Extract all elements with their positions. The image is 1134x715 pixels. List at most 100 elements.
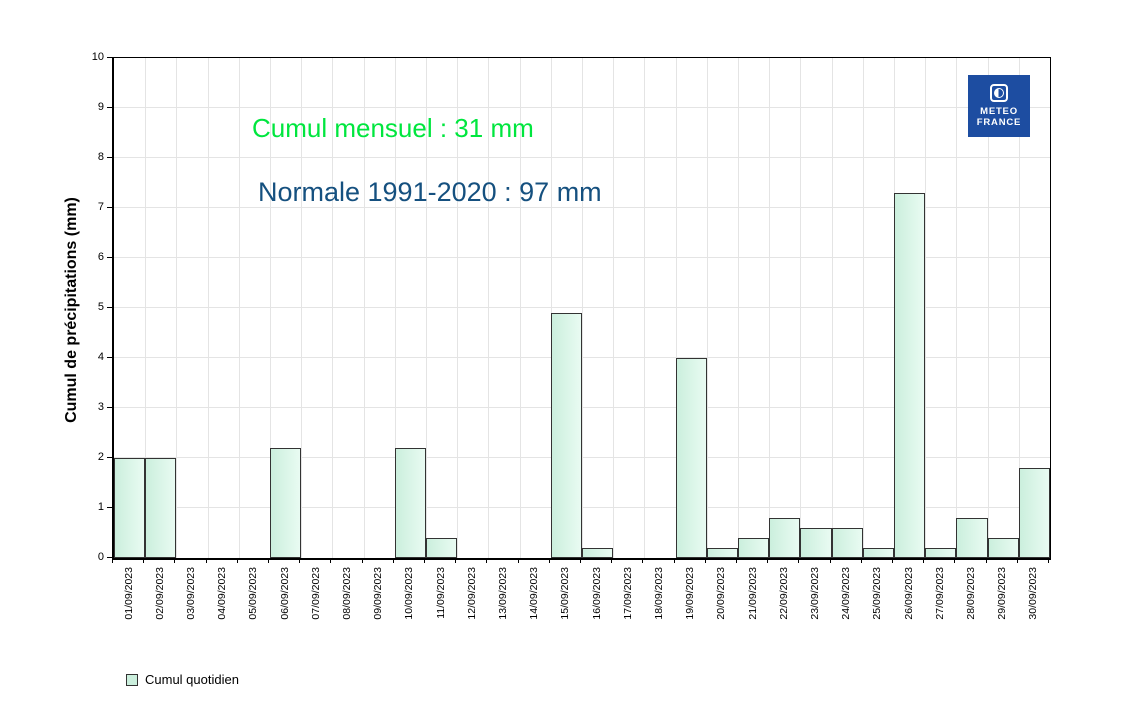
x-tick-mark <box>205 559 207 563</box>
y-tick-label: 10 <box>91 51 104 63</box>
x-tick-label: 19/09/2023 <box>684 567 697 620</box>
v-gridline <box>582 58 583 558</box>
y-tick-label: 3 <box>97 401 104 413</box>
x-tick-mark <box>642 559 644 563</box>
y-tick-label: 5 <box>97 301 104 313</box>
logo-sphere-icon <box>990 84 1008 102</box>
v-gridline <box>207 58 209 558</box>
bar <box>769 518 801 558</box>
bar <box>738 538 770 558</box>
x-tick-mark <box>112 559 113 563</box>
bar <box>800 528 832 558</box>
legend-label: Cumul quotidien <box>145 672 239 687</box>
v-gridline <box>613 58 615 558</box>
v-gridline <box>457 58 459 558</box>
x-tick-label: 03/09/2023 <box>185 567 197 620</box>
x-tick-label: 11/09/2023 <box>434 567 447 619</box>
bar <box>270 448 302 558</box>
x-tick-label: 17/09/2023 <box>621 567 634 620</box>
y-tick-mark <box>107 507 112 508</box>
y-tick-mark <box>107 257 112 258</box>
x-tick-label: 15/09/2023 <box>559 567 572 620</box>
y-tick-label: 1 <box>97 501 104 513</box>
x-tick-mark <box>580 559 581 563</box>
bar <box>394 448 426 558</box>
x-tick-mark <box>892 559 893 563</box>
x-tick-label: 01/09/2023 <box>122 567 135 620</box>
y-tick-mark <box>107 457 112 458</box>
bar <box>894 193 926 558</box>
x-tick-mark <box>236 559 238 563</box>
x-tick-mark <box>392 559 394 563</box>
x-tick-label: 08/09/2023 <box>341 567 353 620</box>
x-tick-label: 12/09/2023 <box>465 567 478 620</box>
bar <box>426 538 458 558</box>
logo-text-line2: FRANCE <box>976 117 1022 128</box>
y-tick-label: 7 <box>97 201 104 213</box>
x-tick-label: 02/09/2023 <box>153 567 166 620</box>
plot-area <box>112 57 1051 560</box>
x-tick-label: 28/09/2023 <box>965 567 977 620</box>
x-tick-label: 22/09/2023 <box>777 567 790 620</box>
v-gridline <box>363 58 365 558</box>
x-tick-mark <box>673 559 675 563</box>
x-tick-label: 18/09/2023 <box>653 567 665 620</box>
y-tick-label: 6 <box>97 251 104 263</box>
y-tick-mark <box>107 307 112 308</box>
x-tick-mark <box>143 559 145 563</box>
y-tick-mark <box>107 107 112 108</box>
bar <box>550 313 582 558</box>
bar <box>831 528 863 558</box>
v-gridline <box>301 58 303 558</box>
bar <box>1018 468 1050 558</box>
x-tick-mark <box>299 559 301 563</box>
bar <box>114 458 146 558</box>
x-tick-mark <box>704 559 706 563</box>
v-gridline <box>987 58 989 558</box>
v-gridline <box>769 58 771 558</box>
x-tick-mark <box>517 559 519 563</box>
v-gridline <box>1018 58 1020 558</box>
meteo-france-logo: METEO FRANCE <box>968 75 1030 137</box>
v-gridline <box>238 58 240 558</box>
x-tick-mark <box>486 559 488 563</box>
x-tick-mark <box>1048 559 1049 563</box>
x-tick-label: 14/09/2023 <box>528 567 541 620</box>
x-tick-mark <box>736 559 737 563</box>
v-gridline <box>550 58 552 558</box>
x-tick-mark <box>455 559 457 563</box>
y-tick-label: 9 <box>97 101 104 113</box>
y-tick-label: 8 <box>97 151 104 163</box>
v-gridline <box>332 58 334 558</box>
v-gridline <box>831 58 833 558</box>
bar <box>956 518 988 558</box>
v-gridline <box>925 58 927 558</box>
v-gridline <box>706 58 708 558</box>
x-tick-mark <box>548 559 550 563</box>
y-tick-mark <box>107 157 112 158</box>
y-tick-label: 2 <box>97 451 104 463</box>
x-tick-label: 05/09/2023 <box>247 567 260 620</box>
y-tick-mark <box>107 357 112 358</box>
legend-swatch-icon <box>126 673 138 686</box>
v-gridline <box>956 58 958 558</box>
x-tick-mark <box>268 559 269 563</box>
x-tick-mark <box>860 559 862 563</box>
x-tick-label: 20/09/2023 <box>715 567 728 620</box>
monthly-total-annotation: Cumul mensuel : 31 mm <box>252 113 534 143</box>
y-tick-mark <box>107 57 112 58</box>
x-tick-mark <box>361 559 363 563</box>
y-tick-mark <box>107 207 112 208</box>
legend: Cumul quotidien <box>126 672 239 687</box>
v-gridline <box>488 58 490 558</box>
x-tick-label: 24/09/2023 <box>840 567 853 620</box>
x-tick-label: 26/09/2023 <box>902 567 915 620</box>
bar <box>582 548 614 558</box>
x-tick-mark <box>330 559 332 563</box>
v-gridline <box>176 58 178 558</box>
v-gridline <box>738 58 739 558</box>
x-tick-label: 30/09/2023 <box>1027 567 1040 620</box>
x-tick-mark <box>985 559 987 563</box>
normal-value-annotation: Normale 1991-2020 : 97 mm <box>258 177 602 207</box>
